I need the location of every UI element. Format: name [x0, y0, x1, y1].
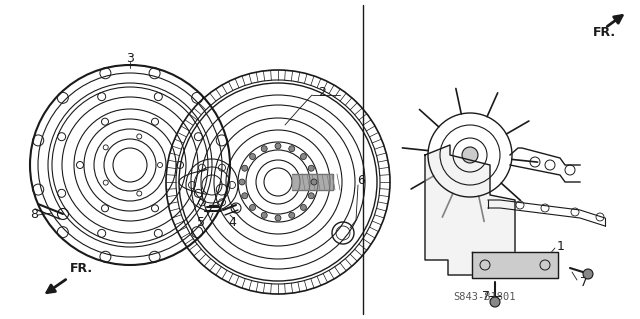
Circle shape	[239, 179, 245, 185]
Text: 7: 7	[482, 291, 490, 303]
Circle shape	[242, 165, 248, 171]
Text: FR.: FR.	[70, 262, 93, 275]
Text: FR.: FR.	[593, 26, 616, 39]
Circle shape	[308, 165, 314, 171]
Circle shape	[250, 204, 255, 211]
Text: 2: 2	[318, 85, 326, 99]
Circle shape	[308, 193, 314, 199]
Circle shape	[311, 179, 317, 185]
Circle shape	[300, 204, 307, 211]
Text: 1: 1	[557, 240, 565, 253]
Text: 3: 3	[126, 51, 134, 64]
Circle shape	[289, 146, 295, 152]
Circle shape	[250, 153, 255, 160]
Polygon shape	[472, 252, 558, 278]
Circle shape	[242, 193, 248, 199]
Text: 5: 5	[197, 216, 205, 228]
Circle shape	[261, 212, 268, 218]
Circle shape	[275, 215, 281, 221]
Text: 6: 6	[357, 174, 365, 187]
Circle shape	[490, 297, 500, 307]
Text: S843-81801: S843-81801	[454, 292, 516, 302]
Text: 7: 7	[580, 277, 588, 290]
Circle shape	[583, 269, 593, 279]
Circle shape	[462, 147, 478, 163]
Circle shape	[289, 212, 295, 218]
Polygon shape	[425, 145, 515, 275]
Text: 8: 8	[30, 209, 38, 221]
Circle shape	[300, 153, 307, 160]
Circle shape	[275, 143, 281, 149]
Text: 4: 4	[228, 216, 236, 228]
Circle shape	[261, 146, 268, 152]
